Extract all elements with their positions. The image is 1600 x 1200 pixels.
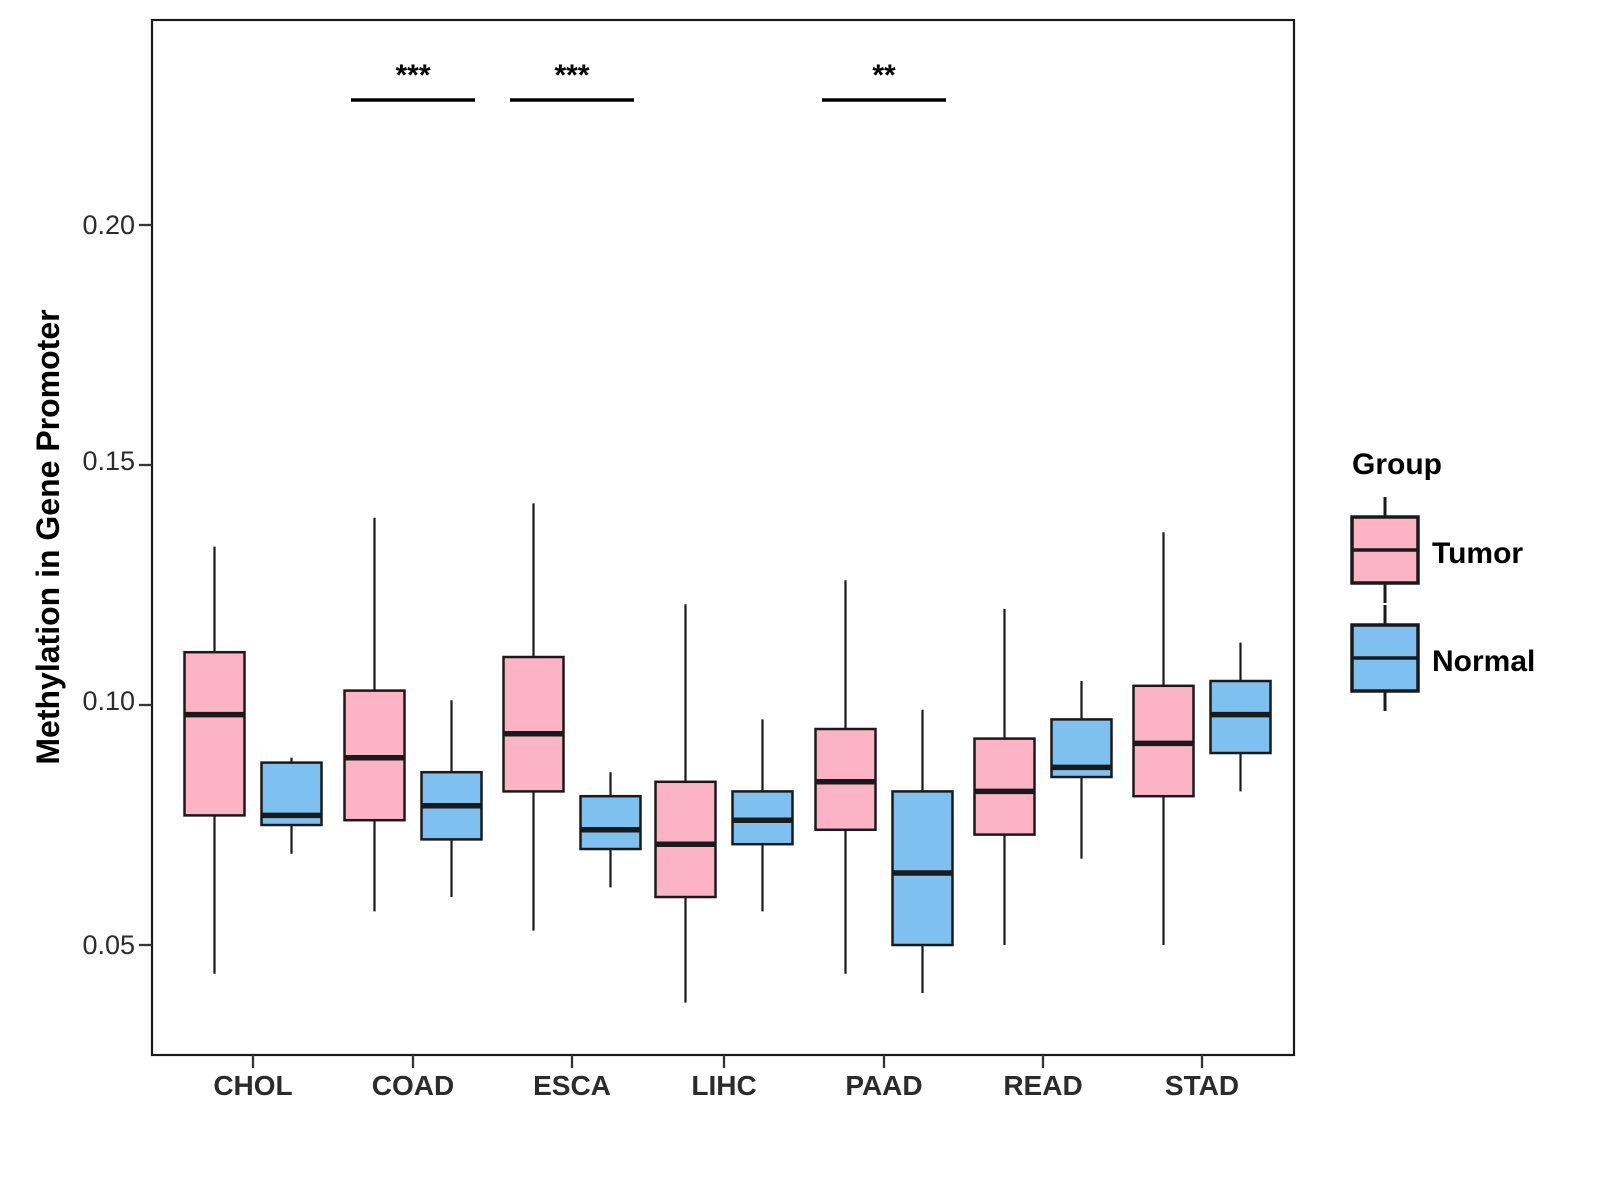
svg-text:***: *** <box>554 59 589 92</box>
svg-text:***: *** <box>395 59 430 92</box>
svg-text:**: ** <box>872 59 896 92</box>
